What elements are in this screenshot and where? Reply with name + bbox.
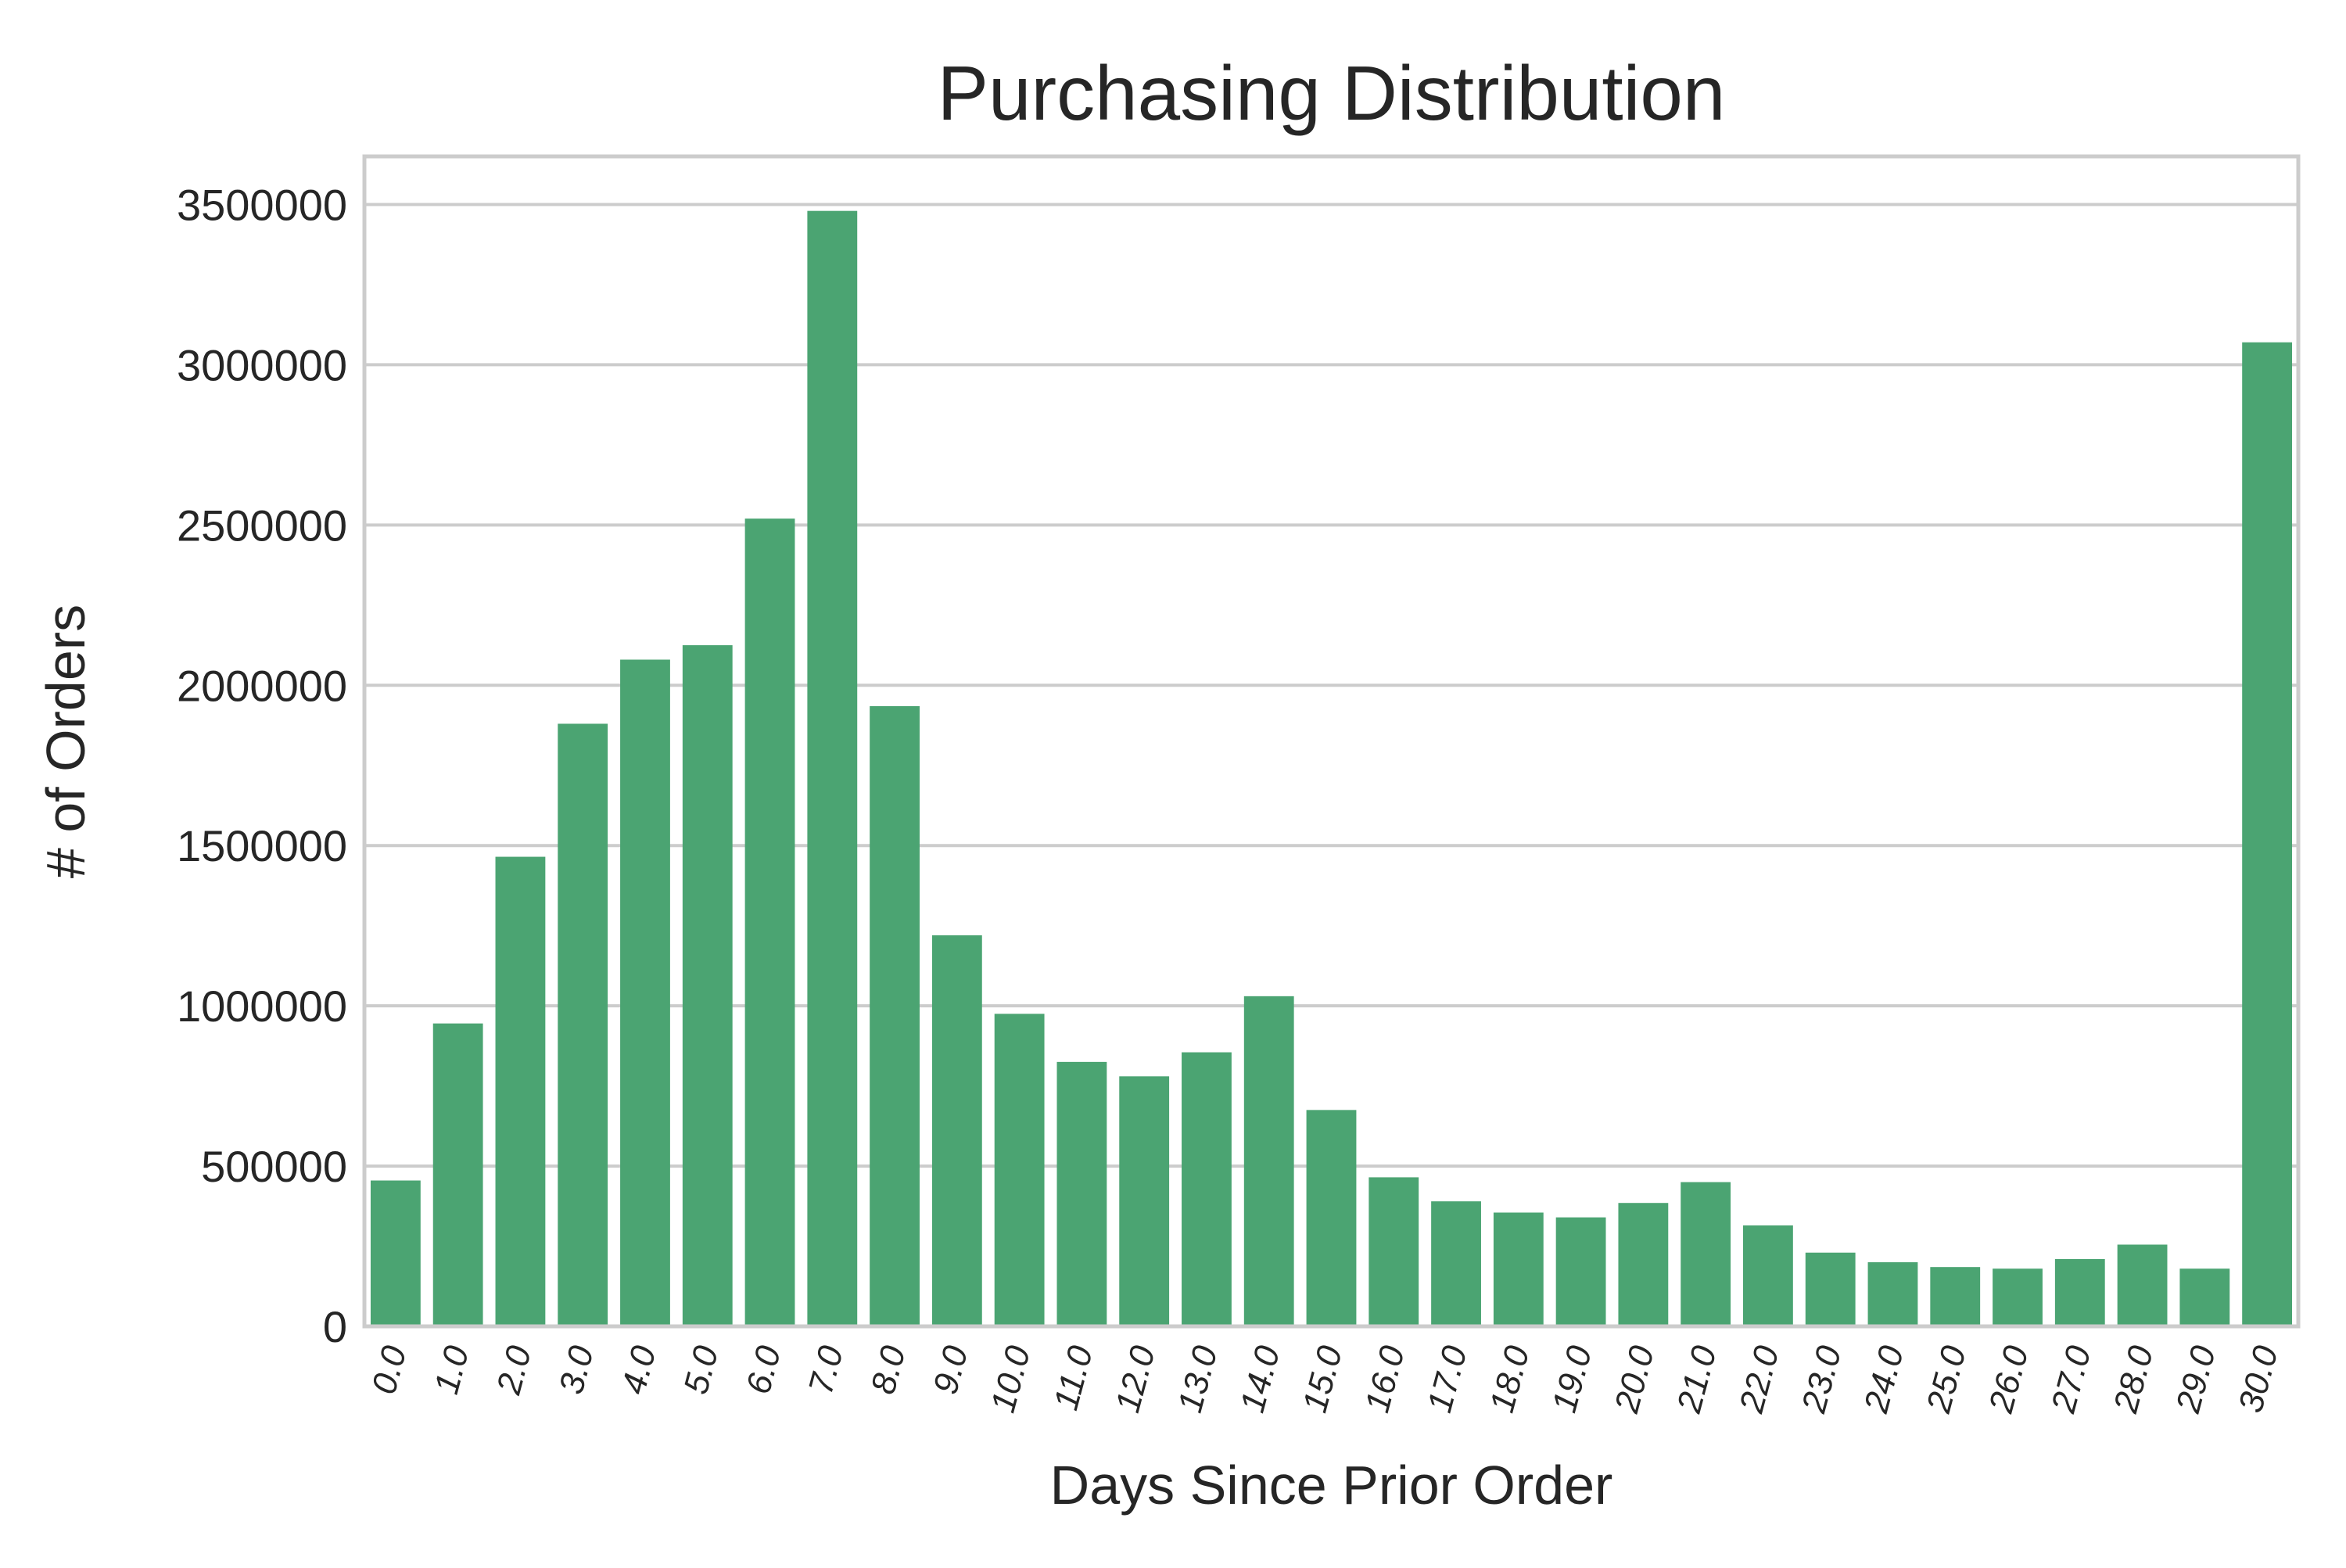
bar xyxy=(620,659,670,1326)
x-tick-label: 11.0 xyxy=(1046,1341,1100,1414)
bar xyxy=(495,856,546,1326)
bar xyxy=(2179,1268,2230,1326)
x-tick-label: 10.0 xyxy=(984,1341,1038,1416)
bar xyxy=(870,705,920,1326)
x-tick-label: 6.0 xyxy=(739,1341,788,1398)
plot-frame xyxy=(362,154,2301,1329)
x-tick-label: 15.0 xyxy=(1296,1341,1351,1416)
bar xyxy=(1805,1252,1856,1326)
bar xyxy=(1743,1225,1793,1326)
x-tick-label: 0.0 xyxy=(364,1341,414,1398)
y-tick-label: 2000000 xyxy=(177,661,347,710)
y-tick-label: 2500000 xyxy=(177,501,347,550)
x-tick-label: 7.0 xyxy=(802,1341,851,1398)
x-tick-label: 26.0 xyxy=(1982,1341,2036,1417)
bar xyxy=(1119,1076,1170,1326)
bar xyxy=(1867,1262,1918,1326)
x-tick-label: 16.0 xyxy=(1358,1341,1412,1416)
chart-title: Purchasing Distribution xyxy=(938,50,1726,136)
x-tick-label: 18.0 xyxy=(1483,1341,1537,1416)
x-tick-label: 28.0 xyxy=(2106,1341,2161,1417)
bars xyxy=(370,210,2293,1326)
y-tick-label: 3500000 xyxy=(177,180,347,229)
bar xyxy=(931,935,982,1326)
bar xyxy=(1930,1267,1981,1326)
x-tick-label: 12.0 xyxy=(1108,1341,1163,1416)
x-tick-label: 24.0 xyxy=(1856,1341,1911,1417)
bar xyxy=(1243,996,1294,1326)
x-tick-label: 3.0 xyxy=(552,1341,601,1398)
bar xyxy=(1368,1177,1419,1326)
x-tick-label: 30.0 xyxy=(2231,1341,2286,1416)
x-tick-label: 14.0 xyxy=(1233,1341,1288,1416)
x-tick-label: 27.0 xyxy=(2044,1341,2099,1417)
bar xyxy=(370,1180,421,1326)
y-tick-label: 3000000 xyxy=(177,340,347,389)
x-tick-label: 2.0 xyxy=(490,1341,540,1398)
x-tick-labels: 0.0 1.0 2.0 3.0 4.0 5.0 6.0 7.0 8.0 9.0 10.0 11.0 12… xyxy=(364,1341,2286,1417)
bar xyxy=(1681,1182,1731,1326)
x-tick-label: 1.0 xyxy=(427,1341,476,1398)
x-tick-label: 19.0 xyxy=(1545,1341,1600,1416)
bar xyxy=(744,518,795,1326)
x-tick-label: 8.0 xyxy=(864,1341,913,1398)
x-tick-label: 5.0 xyxy=(676,1341,726,1398)
bar xyxy=(1993,1268,2043,1326)
bar xyxy=(807,210,858,1326)
bar xyxy=(1306,1110,1357,1326)
bar xyxy=(1618,1203,1669,1326)
y-tick-labels: 0 500000 1000000 1500000 2000000 2500000 30000… xyxy=(177,180,347,1351)
bar xyxy=(1493,1212,1544,1326)
x-tick-label: 21.0 xyxy=(1670,1341,1724,1417)
bar xyxy=(2054,1258,2105,1326)
x-tick-label: 23.0 xyxy=(1795,1341,1849,1417)
bar xyxy=(1056,1061,1107,1326)
bar xyxy=(994,1014,1045,1326)
bar xyxy=(1182,1052,1232,1326)
y-tick-label: 500000 xyxy=(201,1142,347,1191)
x-tick-label: 17.0 xyxy=(1420,1341,1475,1416)
x-tick-label: 25.0 xyxy=(1919,1341,1974,1417)
bar xyxy=(682,645,733,1326)
bar xyxy=(2242,342,2293,1326)
bar xyxy=(1431,1201,1481,1326)
bar xyxy=(2117,1244,2168,1326)
x-tick-label: 9.0 xyxy=(926,1341,975,1398)
x-tick-label: 4.0 xyxy=(614,1341,663,1398)
y-tick-label: 1000000 xyxy=(177,981,347,1031)
bar xyxy=(558,723,608,1326)
x-tick-label: 29.0 xyxy=(2168,1341,2223,1417)
y-tick-label: 1500000 xyxy=(177,821,347,870)
bar xyxy=(432,1023,483,1326)
x-tick-label: 13.0 xyxy=(1171,1341,1225,1416)
y-axis-label: # of Orders xyxy=(35,605,96,878)
x-axis-label: Days Since Prior Order xyxy=(1050,1455,1613,1516)
x-tick-label: 20.0 xyxy=(1607,1341,1662,1417)
bar xyxy=(1555,1217,1606,1326)
x-tick-label: 22.0 xyxy=(1732,1341,1787,1417)
y-tick-label: 0 xyxy=(323,1302,347,1351)
